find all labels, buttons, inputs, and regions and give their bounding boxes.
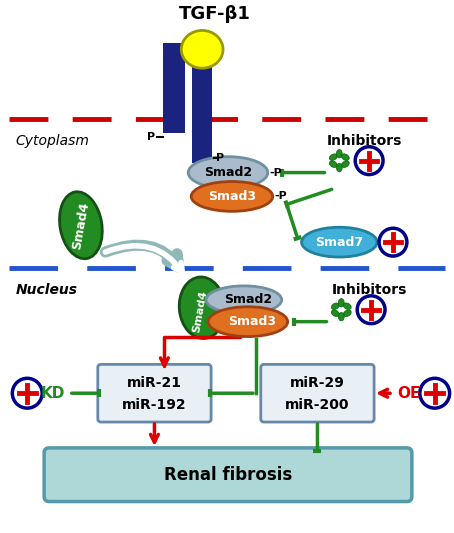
Ellipse shape <box>331 310 339 317</box>
Text: Smad4: Smad4 <box>192 290 209 334</box>
Ellipse shape <box>206 286 281 314</box>
FancyArrowPatch shape <box>151 424 158 442</box>
Ellipse shape <box>330 154 337 160</box>
FancyBboxPatch shape <box>261 365 374 422</box>
Ellipse shape <box>330 161 337 167</box>
Circle shape <box>12 378 42 408</box>
FancyArrowPatch shape <box>105 246 183 272</box>
Circle shape <box>357 296 385 324</box>
Text: -P: -P <box>270 167 282 177</box>
Ellipse shape <box>191 182 273 212</box>
Ellipse shape <box>341 161 349 167</box>
Ellipse shape <box>179 277 225 338</box>
Ellipse shape <box>188 157 268 189</box>
Text: OE: OE <box>397 386 420 401</box>
Text: miR-21: miR-21 <box>127 376 182 390</box>
Text: Smad3: Smad3 <box>208 190 256 203</box>
Circle shape <box>379 228 407 256</box>
FancyBboxPatch shape <box>98 365 211 422</box>
Ellipse shape <box>181 30 223 68</box>
Bar <box>163 43 185 133</box>
FancyArrowPatch shape <box>105 245 179 267</box>
Text: Smad2: Smad2 <box>224 293 272 306</box>
Text: Cytoplasm: Cytoplasm <box>15 134 89 148</box>
Ellipse shape <box>331 303 339 310</box>
Circle shape <box>355 147 383 175</box>
Ellipse shape <box>343 303 351 310</box>
Circle shape <box>420 378 449 408</box>
Bar <box>192 53 212 163</box>
Ellipse shape <box>341 154 349 160</box>
Ellipse shape <box>338 298 344 307</box>
Text: Smad3: Smad3 <box>228 315 276 328</box>
Text: miR-192: miR-192 <box>122 398 187 411</box>
Text: Smad2: Smad2 <box>204 166 252 179</box>
Text: KD: KD <box>41 386 65 401</box>
Ellipse shape <box>208 307 288 336</box>
FancyArrowPatch shape <box>380 389 390 397</box>
Ellipse shape <box>336 164 342 172</box>
Ellipse shape <box>338 312 344 321</box>
Text: Inhibitors: Inhibitors <box>331 283 407 297</box>
Text: TGF-β1: TGF-β1 <box>179 5 251 22</box>
Text: Nucleus: Nucleus <box>15 283 77 297</box>
Text: P: P <box>147 132 155 142</box>
Ellipse shape <box>301 227 377 257</box>
Text: miR-29: miR-29 <box>290 376 345 390</box>
Ellipse shape <box>336 150 342 158</box>
Text: -P: -P <box>275 191 287 201</box>
Text: Smad7: Smad7 <box>315 236 363 249</box>
Text: miR-200: miR-200 <box>285 398 350 411</box>
Ellipse shape <box>343 310 351 317</box>
Text: Smad4: Smad4 <box>70 200 91 250</box>
Text: P: P <box>216 152 224 163</box>
Ellipse shape <box>59 192 102 259</box>
Text: Renal fibrosis: Renal fibrosis <box>164 466 292 484</box>
Text: Inhibitors: Inhibitors <box>326 134 402 148</box>
FancyBboxPatch shape <box>44 448 412 502</box>
